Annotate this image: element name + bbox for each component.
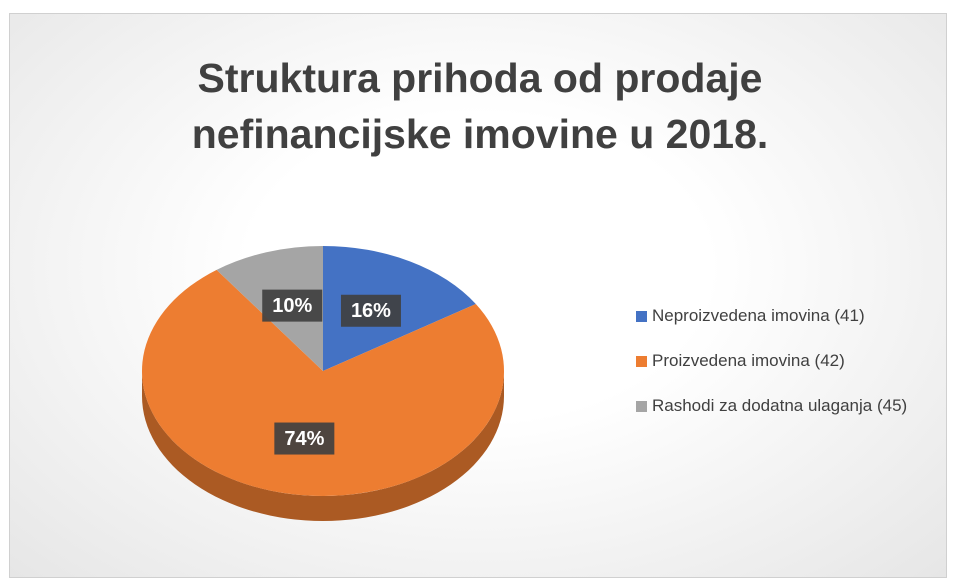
data-label-box (340, 294, 401, 327)
pie-area: 16% 74% 10% (142, 246, 505, 521)
data-label-text: 16% (351, 300, 391, 322)
legend-label: Rashodi za dodatna ulaganja (45) (652, 396, 908, 415)
legend-label: Proizvedena imovina (42) (652, 351, 845, 370)
legend-swatch (636, 356, 647, 367)
chart-title: Struktura prihoda od prodaje nefinancijs… (191, 55, 769, 157)
slice-side (142, 371, 504, 521)
legend: Neproizvedena imovina (41) Proizvedena im… (636, 304, 946, 439)
chart: Struktura prihoda od prodaje nefinancijs… (9, 13, 947, 578)
data-label: 10% (262, 289, 323, 322)
data-label-text: 74% (284, 428, 324, 450)
legend-item: Rashodi za dodatna ulaganja (45) (636, 394, 946, 418)
data-label: 74% (274, 422, 335, 455)
legend-label: Neproizvedena imovina (41) (652, 306, 865, 325)
legend-item: Proizvedena imovina (42) (636, 349, 946, 373)
data-label-text: 10% (272, 295, 312, 317)
data-label-box (274, 422, 335, 455)
legend-swatch (636, 401, 647, 412)
slice (142, 269, 505, 497)
legend-swatch (636, 311, 647, 322)
data-label: 16% (340, 294, 401, 327)
data-label-box (262, 289, 323, 322)
legend-item: Neproizvedena imovina (41) (636, 304, 946, 328)
